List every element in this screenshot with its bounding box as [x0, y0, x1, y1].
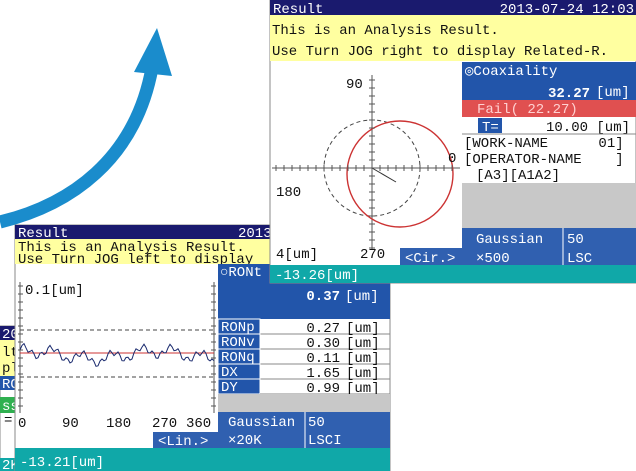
row-name: RONp [221, 320, 255, 336]
arrow [0, 28, 172, 229]
tolerance-label: T= [482, 120, 499, 136]
front-screen: Result 2013-07-24 12:03 This is an Analy… [269, 0, 636, 284]
mode-button: <Lin.> [158, 434, 208, 450]
panel-header: ○RONt [220, 265, 262, 281]
filter: Gaussian [476, 232, 543, 248]
panel-value: 32.27 [548, 86, 590, 102]
message: Use Turn JOG right to display Related-R. [272, 44, 608, 60]
row-value: 0.99 [306, 381, 340, 397]
scale-label: 4[um] [276, 247, 318, 263]
verdict: Fail( 22.27) [477, 102, 578, 118]
filter: LSC [567, 251, 592, 267]
axis-label: 360 [186, 416, 211, 432]
field: [WORK-NAME 01] [464, 136, 624, 152]
title: Result [18, 226, 68, 242]
message: This is an Analysis Result. [272, 23, 499, 39]
status: -13.26[um] [275, 268, 359, 284]
axis-label: 270 [360, 247, 385, 263]
axis-label: 0 [18, 416, 26, 432]
row-value: 1.65 [306, 366, 340, 382]
panel-value: 0.37 [306, 289, 340, 305]
filter: ×500 [476, 251, 510, 267]
row-unit: [um] [346, 336, 380, 352]
axis-label: 0 [448, 151, 456, 167]
datetime: 2013 [238, 226, 272, 242]
message: This is an Analysis Result. [18, 240, 245, 256]
panel-header: ◎Coaxiality [465, 64, 557, 80]
line-plot [18, 282, 216, 413]
row-value: 0.11 [306, 351, 340, 367]
axis-label: 180 [276, 185, 301, 201]
middle-screen: Result 2013 This is an Analysis Result. … [14, 224, 391, 471]
filter: 50 [308, 415, 325, 431]
circle-plot [272, 75, 460, 250]
row-name: RONv [221, 335, 255, 351]
field: [OPERATOR-NAME ] [464, 152, 624, 168]
filter: LSCI [308, 433, 342, 449]
scale-label: 0.1[um] [25, 283, 84, 299]
axis-label: 90 [346, 77, 363, 93]
filter: ×20K [228, 433, 262, 449]
panel-unit: [um] [345, 289, 379, 305]
row-unit: [um] [346, 321, 380, 337]
row-name: RONq [221, 350, 255, 366]
filter: Gaussian [228, 415, 295, 431]
status: -13.21[um] [20, 455, 104, 471]
axis-label: 180 [106, 416, 131, 432]
panel-unit: [um] [596, 85, 630, 101]
title: Result [273, 2, 323, 18]
filter: 50 [567, 232, 584, 248]
row-value: 0.27 [306, 321, 340, 337]
mode-button: <Cir.> [405, 251, 455, 267]
row-unit: [um] [346, 351, 380, 367]
row-name: DX [221, 365, 238, 381]
datetime: 2013-07-24 12:03 [500, 2, 634, 18]
row-unit: [um] [346, 381, 380, 397]
row-name: DY [221, 380, 238, 396]
row-value: 0.30 [306, 336, 340, 352]
axis-label: 90 [62, 416, 79, 432]
fragment: = [4, 413, 12, 429]
tolerance: 10.00 [um] [546, 120, 630, 136]
row-unit: [um] [346, 366, 380, 382]
axis-label: 270 [152, 416, 177, 432]
field: [A3][A1A2] [476, 168, 560, 184]
message: Use Turn JOG left to display [18, 252, 253, 268]
